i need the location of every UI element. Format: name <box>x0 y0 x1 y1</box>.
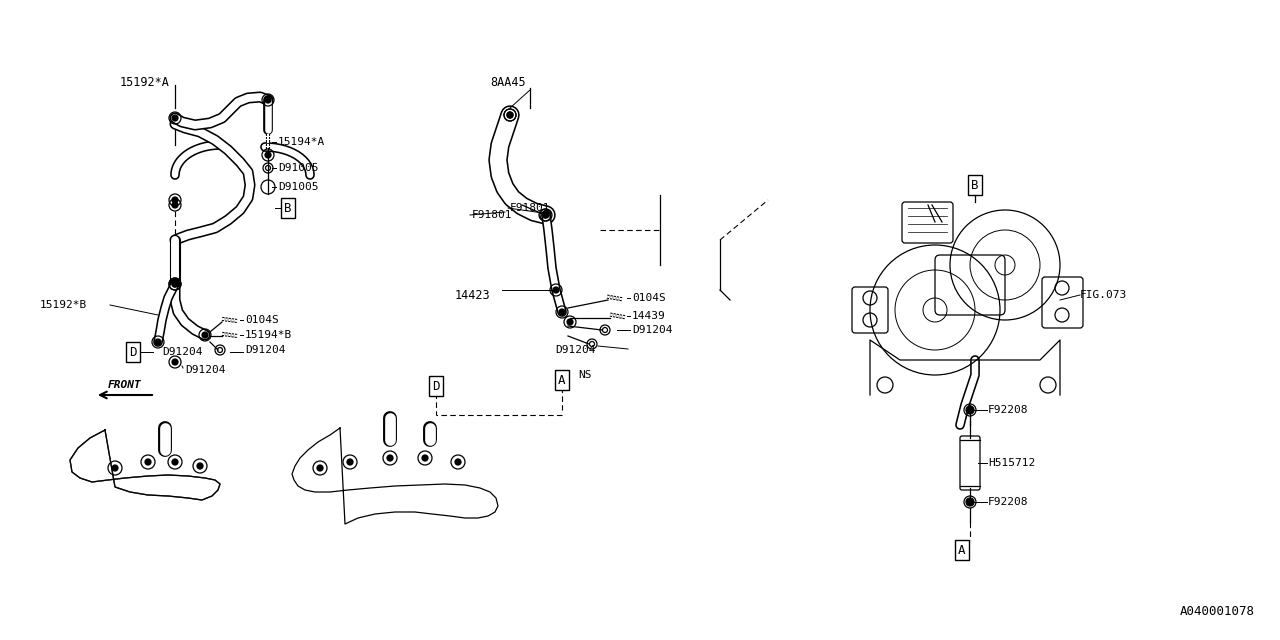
Text: 0104S: 0104S <box>244 315 279 325</box>
Circle shape <box>966 498 974 506</box>
Circle shape <box>197 463 204 469</box>
Text: B: B <box>284 202 292 214</box>
Text: D: D <box>433 380 440 392</box>
Circle shape <box>202 332 209 338</box>
Circle shape <box>265 152 271 158</box>
Text: F91801: F91801 <box>509 203 550 213</box>
Text: A: A <box>959 543 965 557</box>
Circle shape <box>387 455 393 461</box>
Text: F91801: F91801 <box>472 210 512 220</box>
Circle shape <box>172 281 178 287</box>
Text: D91204: D91204 <box>244 345 285 355</box>
Text: 15192*A: 15192*A <box>120 76 170 88</box>
Circle shape <box>553 287 559 293</box>
Text: 15194*A: 15194*A <box>278 137 325 147</box>
Text: F92208: F92208 <box>988 497 1029 507</box>
Text: B: B <box>972 179 979 191</box>
Text: D91005: D91005 <box>278 182 319 192</box>
Text: A040001078: A040001078 <box>1180 605 1254 618</box>
Circle shape <box>559 309 564 315</box>
Text: D91005: D91005 <box>278 163 319 173</box>
Text: D91204: D91204 <box>186 365 225 375</box>
Text: FRONT: FRONT <box>108 380 142 390</box>
Text: D91204: D91204 <box>556 345 595 355</box>
Circle shape <box>966 406 974 414</box>
Circle shape <box>507 112 513 118</box>
Circle shape <box>347 459 353 465</box>
Text: D: D <box>129 346 137 358</box>
Text: 15194*B: 15194*B <box>244 330 292 340</box>
Circle shape <box>155 339 161 345</box>
Text: 14439: 14439 <box>632 311 666 321</box>
Text: FIG.073: FIG.073 <box>1080 290 1128 300</box>
Circle shape <box>172 359 178 365</box>
Circle shape <box>507 112 513 118</box>
Text: A: A <box>558 374 566 387</box>
Circle shape <box>454 459 461 465</box>
Text: D91204: D91204 <box>163 347 202 357</box>
Text: 0104S: 0104S <box>632 293 666 303</box>
Circle shape <box>422 455 428 461</box>
Circle shape <box>172 281 178 287</box>
Text: 15192*B: 15192*B <box>40 300 87 310</box>
Circle shape <box>172 459 178 465</box>
Circle shape <box>966 499 973 505</box>
Circle shape <box>113 465 118 471</box>
Circle shape <box>966 407 973 413</box>
Text: NS: NS <box>579 370 591 380</box>
Text: 14423: 14423 <box>454 289 490 301</box>
Text: H515712: H515712 <box>988 458 1036 468</box>
Circle shape <box>145 459 151 465</box>
Circle shape <box>265 97 271 103</box>
Circle shape <box>172 115 178 121</box>
Circle shape <box>567 319 573 325</box>
Text: F92208: F92208 <box>988 405 1029 415</box>
Circle shape <box>172 197 178 203</box>
Text: D91204: D91204 <box>632 325 672 335</box>
Text: 8AA45: 8AA45 <box>490 76 526 88</box>
Circle shape <box>172 202 178 208</box>
Circle shape <box>541 212 548 218</box>
Circle shape <box>317 465 323 471</box>
Circle shape <box>543 212 549 218</box>
